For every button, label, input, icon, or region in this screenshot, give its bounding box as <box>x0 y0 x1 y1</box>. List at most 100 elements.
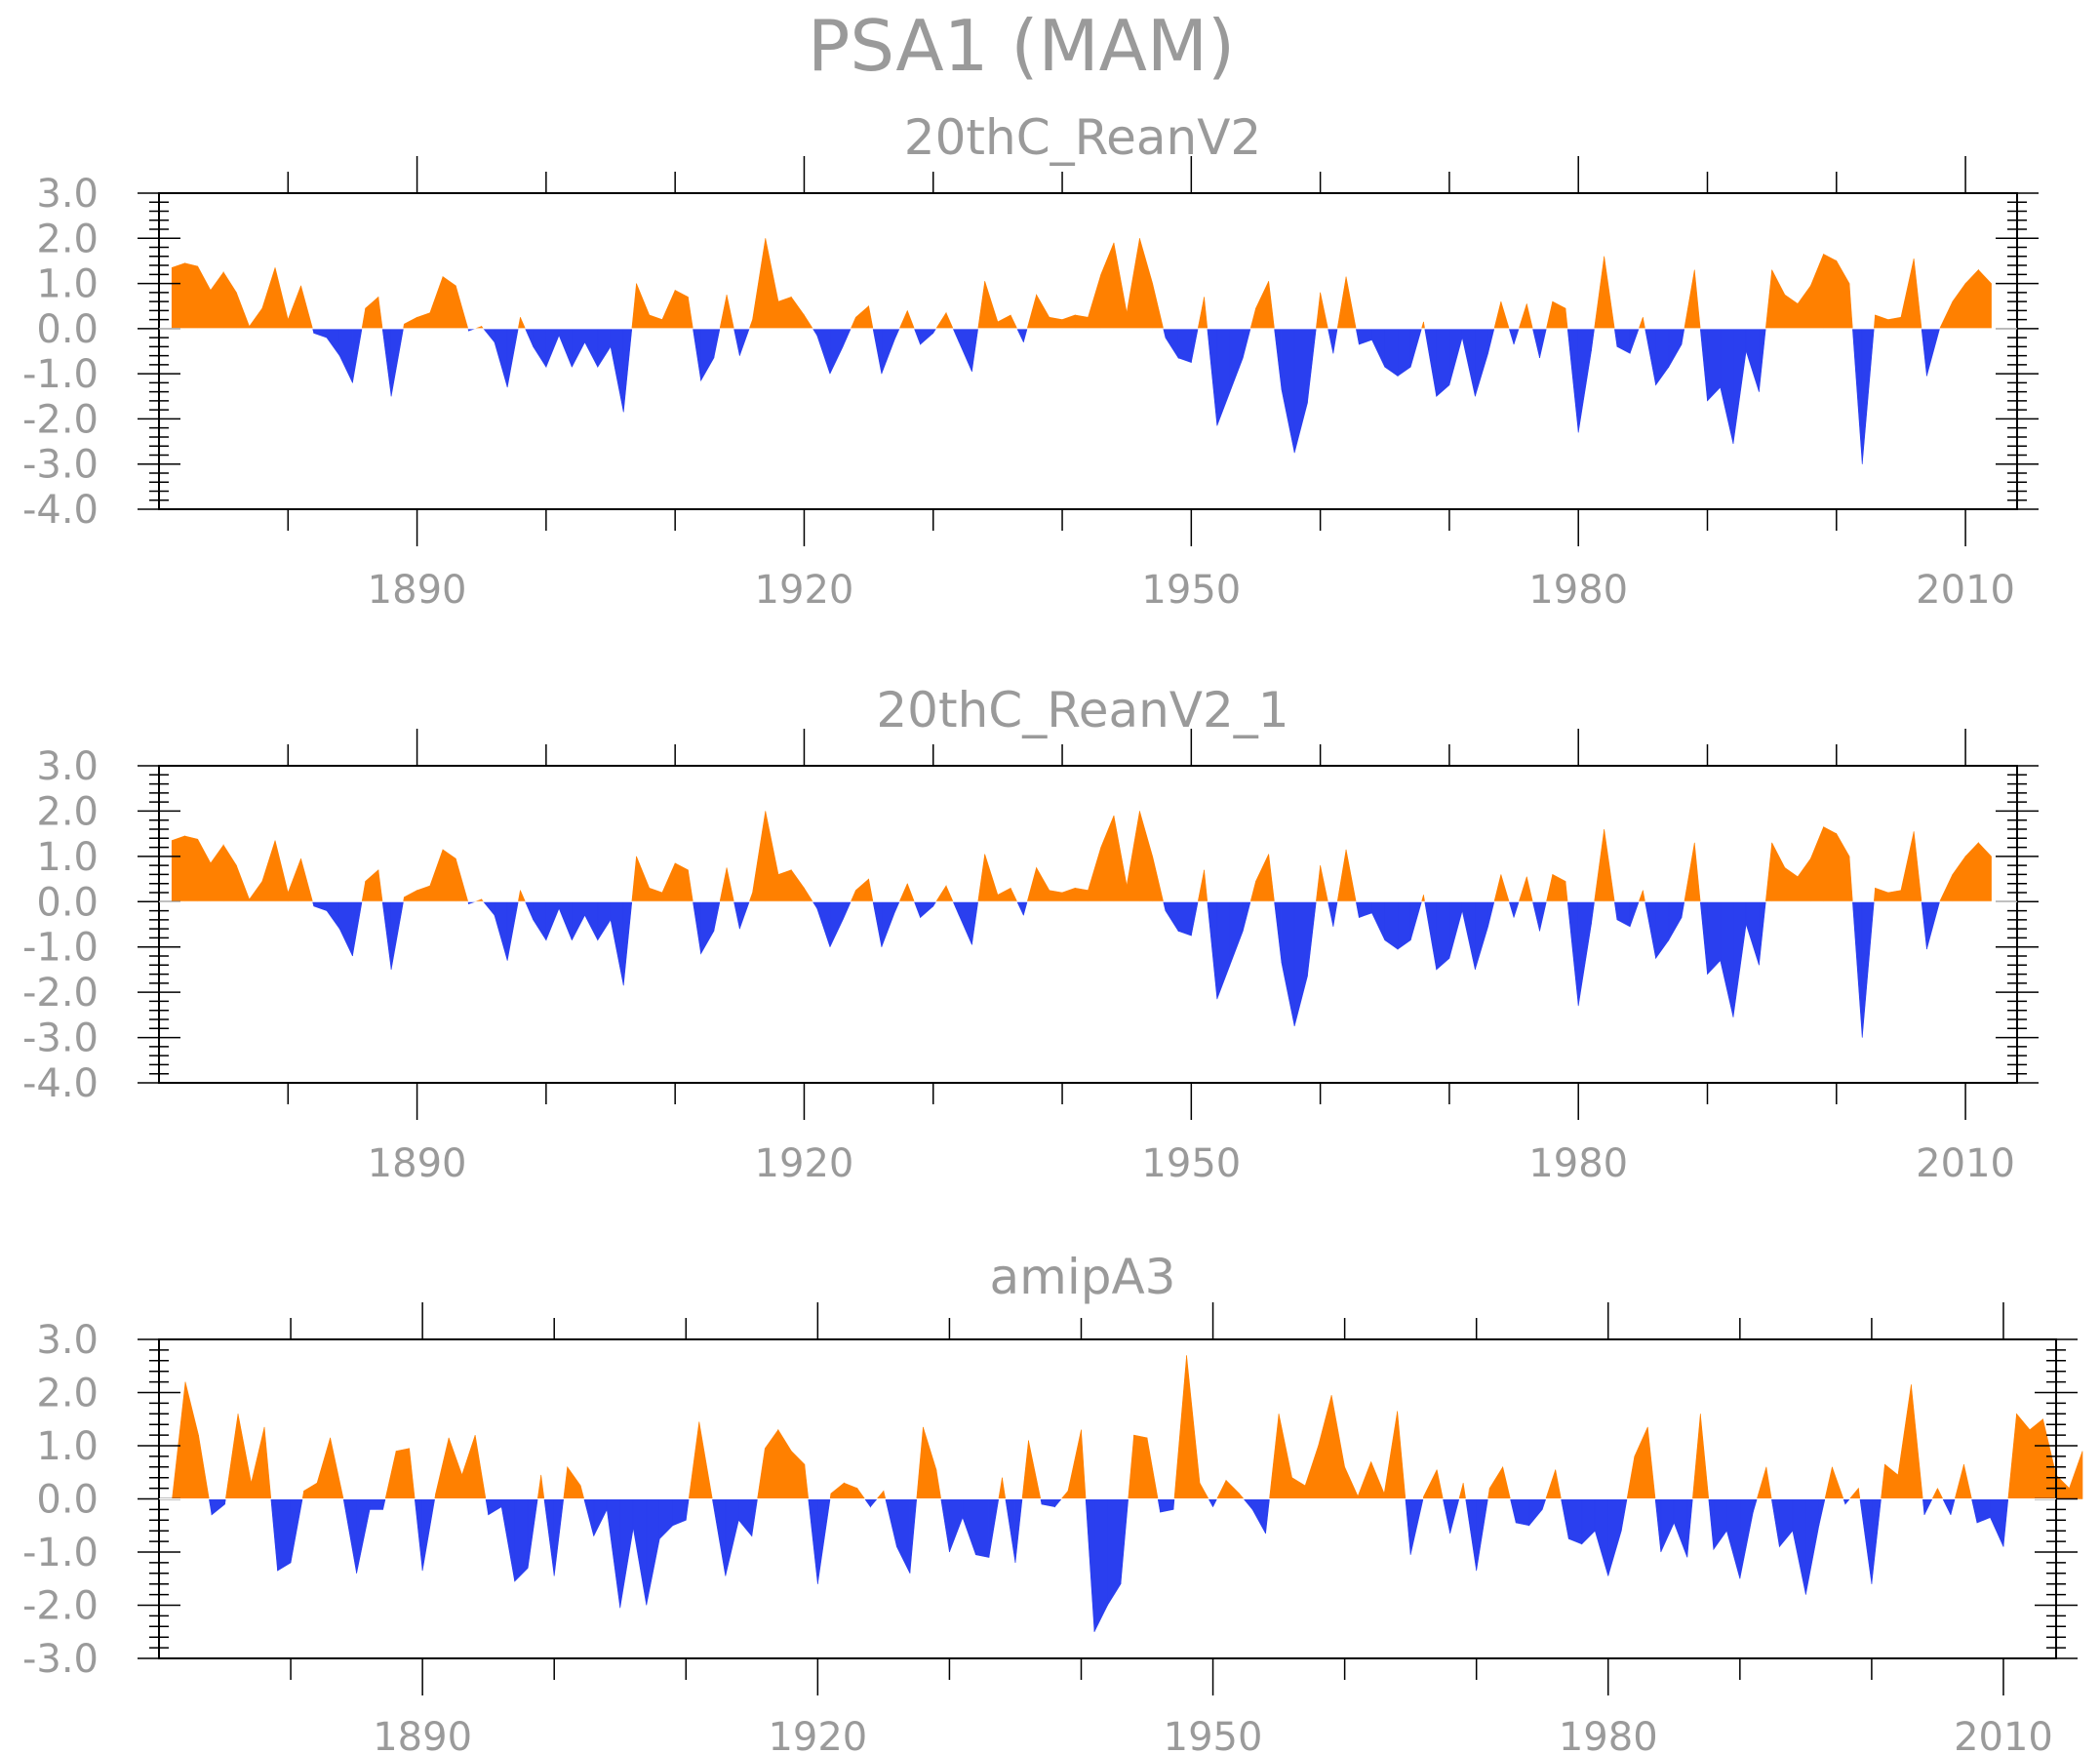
area-segment <box>316 1437 331 1499</box>
area-segment <box>870 1498 878 1508</box>
area-segment <box>1594 1498 1609 1576</box>
area-segment <box>1990 1498 2004 1547</box>
area-segment <box>1487 900 1495 927</box>
area-segment <box>543 1498 555 1576</box>
area-segment <box>1577 900 1592 1007</box>
area-segment <box>1327 900 1334 927</box>
x-tick-label: 1950 <box>1164 1715 1263 1754</box>
area-segment <box>1336 849 1347 902</box>
area-segment <box>1225 1479 1240 1499</box>
area-segment <box>1546 301 1554 330</box>
area-segment <box>1531 900 1540 932</box>
area-segment <box>1541 1498 1547 1510</box>
area-segment <box>1355 900 1360 918</box>
area-segment <box>1964 842 1979 902</box>
area-segment <box>1939 874 1954 902</box>
area-segment <box>482 328 495 343</box>
area-segment <box>1964 268 1979 330</box>
area-segment <box>850 317 856 330</box>
area-segment <box>1061 314 1076 330</box>
area-segment <box>583 1498 595 1536</box>
area-segment <box>711 1498 727 1576</box>
area-segment <box>856 1487 866 1499</box>
area-segment <box>1074 887 1089 902</box>
area-segment <box>812 900 817 910</box>
area-segment <box>808 1498 818 1584</box>
area-segment <box>1357 1461 1371 1499</box>
area-segment <box>1113 242 1128 330</box>
area-segment <box>474 1435 487 1499</box>
area-segment <box>494 900 508 961</box>
area-segment <box>1566 900 1579 1007</box>
panel-20thc-reanv2-1: 20thC_ReanV2_1 3.02.01.00.0-1.0-2.0-3.0-… <box>22 682 2039 1186</box>
area-segment <box>777 1428 792 1499</box>
area-segment <box>384 1451 397 1499</box>
area-segment <box>429 276 444 330</box>
area-segment <box>1249 307 1256 330</box>
area-segment <box>500 1498 515 1582</box>
area-segment <box>916 1426 924 1499</box>
area-segment <box>1475 900 1488 971</box>
area-segment <box>1771 269 1786 330</box>
area-segment <box>977 854 985 902</box>
area-segment <box>584 900 599 940</box>
y-tick-label: 1.0 <box>36 835 99 880</box>
area-segment <box>1191 900 1199 937</box>
area-segment <box>1397 900 1411 950</box>
area-segment <box>525 900 534 920</box>
y-tick-label: 3.0 <box>36 744 99 789</box>
area-segment <box>377 297 383 330</box>
area-segment <box>1397 328 1411 378</box>
area-segment <box>1668 328 1683 369</box>
area-segment <box>1476 1498 1488 1572</box>
area-segment <box>1699 900 1708 975</box>
area-segment <box>1607 1498 1622 1576</box>
area-segment <box>1531 328 1540 359</box>
area-segment <box>1954 1463 1964 1499</box>
area-segment <box>1448 900 1463 959</box>
area-segment <box>804 1464 810 1499</box>
area-segment <box>1660 1498 1675 1553</box>
area-segment <box>342 1498 357 1574</box>
area-segment <box>1397 1411 1407 1499</box>
area-segment <box>975 1498 990 1558</box>
area-segment <box>830 1482 845 1499</box>
area-segment <box>1644 900 1656 959</box>
area-segment <box>1423 1469 1438 1499</box>
area-segment <box>619 1498 634 1609</box>
x-tick-label: 1980 <box>1528 568 1628 613</box>
area-segment <box>688 869 693 902</box>
area-segment <box>1644 328 1656 385</box>
area-segment <box>739 328 750 356</box>
area-segment <box>1128 1435 1134 1499</box>
area-segment <box>1764 842 1772 902</box>
area-segment <box>1673 1498 1688 1558</box>
area-segment <box>1693 842 1701 902</box>
area-segment <box>844 1482 858 1499</box>
area-segment <box>1139 811 1153 902</box>
area-segment <box>674 862 689 902</box>
area-segment <box>1784 294 1799 330</box>
area-segment <box>909 1498 918 1574</box>
area-segment <box>1707 328 1722 402</box>
area-segment <box>1732 328 1747 444</box>
area-segment <box>1487 328 1495 354</box>
area-segment <box>1565 307 1568 330</box>
area-segment <box>1629 328 1640 354</box>
area-segment <box>1616 328 1631 354</box>
area-segment <box>791 1450 806 1499</box>
area-segment <box>563 1466 569 1499</box>
area-segment <box>726 867 734 902</box>
area-segment <box>1332 900 1338 927</box>
area-segment <box>545 328 560 368</box>
area-segment <box>997 887 1011 902</box>
area-segment <box>381 328 392 397</box>
area-segment <box>1759 900 1766 966</box>
area-segment <box>1199 1483 1209 1499</box>
y-tick-label: 2.0 <box>36 1372 99 1416</box>
area-segment <box>1126 238 1140 330</box>
area-segment <box>1911 1384 1923 1499</box>
area-segment <box>751 1498 758 1536</box>
area-segment <box>816 900 831 947</box>
